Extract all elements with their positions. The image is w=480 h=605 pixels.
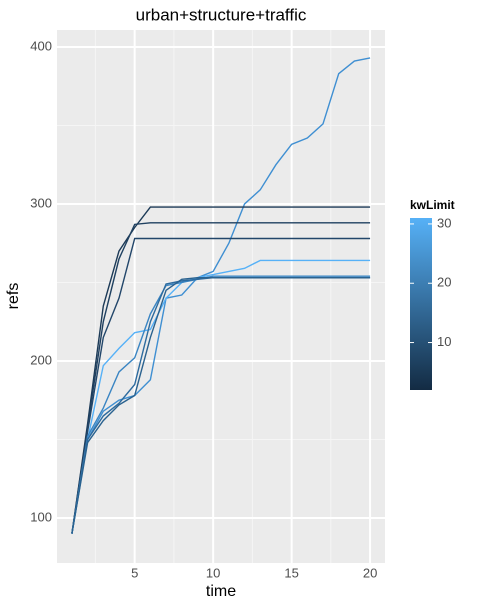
line xyxy=(71,206,371,534)
line xyxy=(71,222,371,534)
colorbar-label: 20 xyxy=(437,275,451,290)
y-tick-label: 200 xyxy=(30,352,52,367)
x-tick-label: 15 xyxy=(284,565,298,580)
x-axis-title: time xyxy=(206,583,236,600)
colorbar-label: 10 xyxy=(437,334,451,349)
legend-title: kwLimit xyxy=(410,198,455,212)
line xyxy=(71,275,371,534)
y-tick-label: 100 xyxy=(30,509,52,524)
x-tick-label: 5 xyxy=(131,565,138,580)
x-tick-label: 20 xyxy=(363,565,377,580)
chart-title: urban+structure+traffic xyxy=(136,5,307,24)
line xyxy=(71,259,371,534)
y-axis-title: refs xyxy=(5,283,22,310)
colorbar xyxy=(410,218,432,390)
x-tick-label: 10 xyxy=(206,565,220,580)
panel xyxy=(57,30,385,563)
line xyxy=(71,277,371,534)
y-tick-label: 400 xyxy=(30,38,52,53)
colorbar-label: 30 xyxy=(437,215,451,230)
y-tick-label: 300 xyxy=(30,195,52,210)
line xyxy=(71,237,371,534)
